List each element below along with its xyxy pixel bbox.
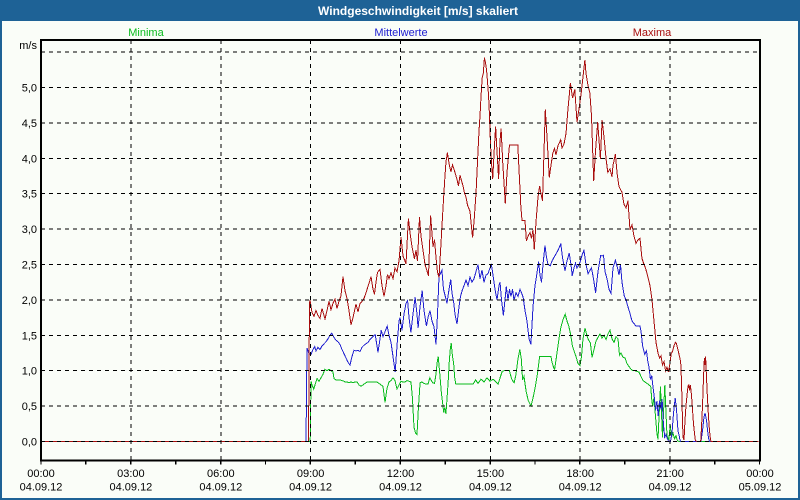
svg-text:12:00: 12:00 xyxy=(387,468,415,480)
svg-text:04.09.12: 04.09.12 xyxy=(379,482,422,494)
svg-text:03:00: 03:00 xyxy=(117,468,145,480)
svg-text:04.09.12: 04.09.12 xyxy=(20,482,63,494)
svg-text:m/s: m/s xyxy=(19,40,37,52)
svg-text:04.09.12: 04.09.12 xyxy=(199,482,242,494)
svg-text:Windgeschwindigkeit [m/s] skal: Windgeschwindigkeit [m/s] skaliert xyxy=(318,4,518,18)
svg-text:Minima: Minima xyxy=(128,27,164,39)
svg-text:4,5: 4,5 xyxy=(22,118,37,130)
svg-text:3,0: 3,0 xyxy=(22,224,37,236)
svg-text:04.09.12: 04.09.12 xyxy=(109,482,152,494)
svg-text:04.09.12: 04.09.12 xyxy=(289,482,332,494)
svg-text:21:00: 21:00 xyxy=(656,468,684,480)
svg-text:2,5: 2,5 xyxy=(22,260,37,272)
svg-text:Mittelwerte: Mittelwerte xyxy=(374,27,427,39)
svg-text:00:00: 00:00 xyxy=(27,468,55,480)
svg-text:4,0: 4,0 xyxy=(22,153,37,165)
svg-text:04.09.12: 04.09.12 xyxy=(469,482,512,494)
svg-text:06:00: 06:00 xyxy=(207,468,235,480)
svg-text:05.09.12: 05.09.12 xyxy=(739,482,782,494)
svg-text:1,5: 1,5 xyxy=(22,330,37,342)
svg-text:04.09.12: 04.09.12 xyxy=(559,482,602,494)
svg-text:00:00: 00:00 xyxy=(746,468,774,480)
svg-text:18:00: 18:00 xyxy=(566,468,594,480)
svg-text:5,0: 5,0 xyxy=(22,83,37,95)
svg-text:09:00: 09:00 xyxy=(297,468,325,480)
svg-text:1,0: 1,0 xyxy=(22,366,37,378)
svg-text:15:00: 15:00 xyxy=(477,468,505,480)
svg-text:0,5: 0,5 xyxy=(22,401,37,413)
svg-text:2,0: 2,0 xyxy=(22,295,37,307)
svg-text:04.09.12: 04.09.12 xyxy=(649,482,692,494)
svg-text:0,0: 0,0 xyxy=(22,437,37,449)
svg-text:Maxima: Maxima xyxy=(633,27,672,39)
svg-text:3,5: 3,5 xyxy=(22,189,37,201)
